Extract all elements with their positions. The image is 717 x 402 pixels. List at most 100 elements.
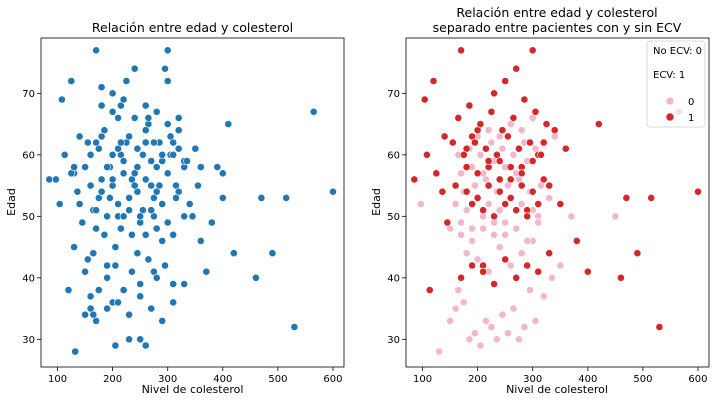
data-point [473, 193, 482, 202]
data-point [501, 218, 510, 227]
data-point [531, 107, 540, 116]
data-point [523, 261, 532, 270]
data-point [498, 144, 507, 153]
data-point [152, 163, 161, 171]
data-point [188, 212, 197, 221]
data-point [479, 267, 487, 276]
data-point [528, 157, 537, 165]
data-point [71, 347, 80, 356]
data-point [86, 150, 95, 159]
data-point [528, 46, 537, 55]
data-point [117, 138, 125, 147]
data-point [520, 323, 529, 331]
data-point [462, 163, 471, 171]
data-point [114, 298, 122, 307]
data-point [465, 101, 474, 110]
data-point [484, 126, 493, 135]
data-point [144, 255, 153, 264]
x-tick-label: 400 [578, 374, 597, 385]
data-point [103, 304, 111, 313]
data-point [512, 224, 521, 233]
legend-label-0: 0 [688, 97, 694, 108]
data-point [103, 273, 111, 282]
data-point [108, 175, 117, 184]
data-point [108, 89, 117, 98]
chart-left-points [45, 46, 337, 356]
data-point [125, 310, 134, 319]
data-point [476, 120, 485, 128]
data-point [163, 169, 172, 178]
data-point [73, 187, 82, 196]
data-point [83, 255, 92, 264]
data-point [183, 157, 191, 165]
data-point [158, 200, 167, 208]
data-point [130, 169, 139, 178]
data-point [163, 77, 172, 85]
data-point [470, 181, 479, 190]
data-point [163, 46, 172, 55]
data-point [410, 175, 419, 184]
data-point [169, 280, 178, 288]
chart-right-title-line-2: separado entre pacientes con y sin ECV [433, 20, 682, 35]
data-point [567, 212, 576, 221]
data-point [512, 64, 521, 73]
legend-label-1: 1 [688, 113, 694, 124]
data-point [106, 193, 114, 202]
x-tick-label: 200 [468, 374, 487, 385]
data-point [490, 212, 498, 221]
chart-right-title-line-1: Relación entre edad y colesterol [456, 5, 657, 20]
y-tick-label: 60 [22, 150, 35, 161]
data-point [545, 249, 554, 258]
x-tick-label: 100 [48, 374, 67, 385]
data-point [329, 187, 337, 196]
data-point [141, 138, 150, 147]
data-point [149, 138, 158, 147]
y-tick-label: 40 [387, 273, 400, 284]
data-point [67, 77, 76, 85]
data-point [70, 243, 78, 251]
data-point [633, 249, 642, 258]
data-point [545, 181, 554, 190]
data-point [127, 230, 136, 239]
chart-right-frame [405, 37, 710, 368]
data-point [130, 114, 139, 122]
data-point [100, 126, 109, 135]
data-point [309, 107, 318, 116]
data-point [506, 193, 515, 202]
data-point [202, 267, 211, 276]
data-point [60, 150, 69, 159]
data-point [169, 150, 178, 159]
data-point [457, 230, 465, 239]
data-point [52, 175, 60, 184]
data-point [83, 138, 92, 147]
data-point [136, 212, 145, 221]
data-point [432, 169, 441, 178]
data-point [537, 150, 545, 159]
data-point [114, 200, 122, 208]
data-point [495, 243, 504, 251]
data-point [108, 107, 117, 116]
data-point [479, 206, 487, 215]
data-point [125, 335, 134, 344]
data-point [141, 341, 150, 350]
x-tick-label: 100 [413, 374, 432, 385]
data-point [125, 132, 134, 141]
legend-line-no-ecv: No ECV: 0 [653, 46, 702, 57]
data-point [136, 280, 145, 288]
data-point [526, 138, 534, 147]
y-tick-label: 70 [22, 89, 35, 100]
data-point [136, 335, 145, 344]
data-point [481, 144, 490, 153]
data-point [416, 200, 425, 208]
data-point [224, 120, 233, 128]
data-point [468, 236, 476, 245]
data-point [550, 126, 559, 135]
legend-box [646, 40, 706, 128]
data-point [501, 255, 510, 264]
data-point [501, 230, 510, 239]
data-point [141, 126, 150, 135]
chart-right-points [410, 46, 702, 356]
data-point [122, 77, 131, 85]
data-point [422, 150, 431, 159]
data-point [268, 249, 277, 258]
